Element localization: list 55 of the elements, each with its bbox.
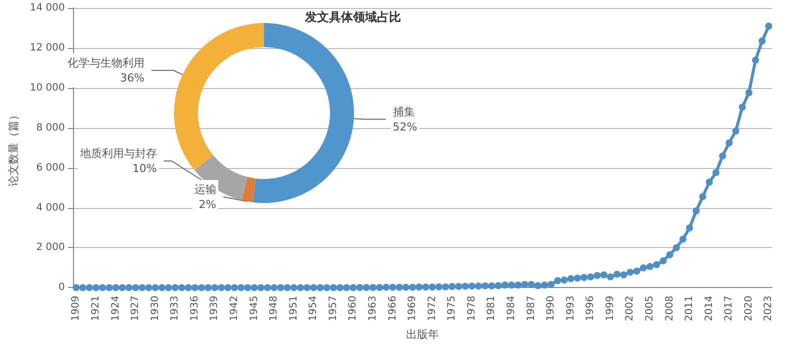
- x-tick-label: 1927: [130, 296, 142, 322]
- x-tick-label: 1948: [268, 296, 280, 322]
- x-tick-label: 1957: [328, 296, 339, 322]
- data-label: 52%: [392, 120, 418, 134]
- x-axis-title: 出版年: [406, 328, 439, 341]
- x-tick-label: 2011: [684, 296, 696, 322]
- x-tick-label: 1933: [170, 296, 181, 322]
- x-tick-label: 1924: [110, 296, 122, 322]
- slice-label: 地质利用与封存: [78, 147, 157, 160]
- x-tick-label: 1993: [565, 296, 576, 322]
- x-tick-label: 1939: [209, 296, 220, 322]
- x-tick-label: 1909: [70, 296, 82, 322]
- x-tick-label: 2002: [624, 296, 636, 322]
- y-tick-label: 14 000: [30, 2, 65, 14]
- x-tick-label: 1984: [506, 296, 517, 322]
- data-label: 10%: [132, 162, 157, 175]
- y-tick-label: 4 000: [36, 202, 65, 214]
- y-tick-label: 2 000: [36, 242, 65, 254]
- slice-label: 捕集: [392, 105, 415, 118]
- y-tick-label: 10 000: [30, 82, 65, 94]
- x-tick-label: 1975: [446, 296, 458, 322]
- x-tick-label: 2017: [724, 296, 735, 322]
- y-tick-label: 8 000: [36, 122, 65, 134]
- data-label: 36%: [120, 71, 145, 84]
- x-tick-label: 1996: [585, 296, 596, 322]
- x-tick-label: 2005: [644, 296, 656, 322]
- x-tick-label: 2014: [704, 296, 715, 322]
- x-tick-label: 1930: [150, 296, 161, 322]
- x-tick-label: 1960: [348, 296, 359, 322]
- x-tick-label: 1945: [248, 296, 260, 322]
- x-tick-label: 2020: [743, 296, 754, 322]
- x-tick-label: 1999: [604, 296, 616, 322]
- y-tick-label: 6 000: [36, 162, 65, 174]
- x-tick-label: 1954: [308, 296, 320, 322]
- data-label: 2%: [198, 198, 216, 211]
- x-tick-label: 1972: [426, 296, 438, 322]
- x-tick-label: 1981: [486, 296, 498, 322]
- x-tick-label: 1942: [228, 296, 240, 322]
- x-tick-label: 2023: [763, 296, 774, 322]
- x-tick-label: 1951: [288, 296, 300, 322]
- x-tick-label: 1978: [466, 296, 478, 322]
- y-axis-title: 论文数量（篇）: [7, 109, 20, 186]
- chart-title: 发文具体领域占比: [304, 10, 401, 24]
- x-tick-label: 1987: [526, 296, 537, 322]
- x-tick-label: 1966: [387, 296, 398, 322]
- x-tick-label: 1963: [367, 296, 378, 322]
- x-tick-label: 1990: [546, 296, 557, 322]
- slice-label: 运输: [194, 183, 216, 196]
- x-tick-label: 2008: [664, 296, 676, 322]
- x-tick-label: 1969: [407, 296, 418, 322]
- x-tick-label: 1936: [189, 296, 200, 322]
- y-tick-label: 0: [58, 282, 65, 294]
- x-tick-label: 1921: [90, 296, 102, 322]
- y-tick-label: 12 000: [30, 42, 65, 54]
- slice-label: 化学与生物利用: [68, 56, 145, 70]
